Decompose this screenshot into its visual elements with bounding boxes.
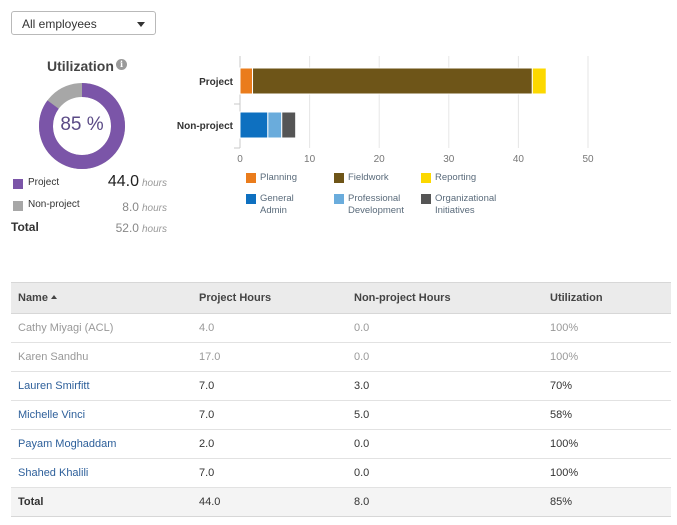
category-label: Project bbox=[199, 77, 234, 88]
cell-total-utilization: 85% bbox=[543, 487, 671, 517]
sort-ascending-icon bbox=[50, 295, 57, 299]
x-tick-label: 50 bbox=[582, 154, 594, 165]
legend-swatch bbox=[334, 194, 344, 204]
cell-total-label: Total bbox=[11, 487, 192, 517]
bar-segment bbox=[281, 111, 297, 139]
bar-segment bbox=[267, 111, 283, 139]
cell-total-nonproject: 8.0 bbox=[347, 487, 543, 517]
x-tick-label: 10 bbox=[304, 154, 316, 165]
cell-nonproject-hours: 3.0 bbox=[347, 371, 543, 401]
x-tick-label: 0 bbox=[237, 154, 243, 165]
legend-project-value: 44.0 hours bbox=[107, 173, 167, 190]
donut-project-arc bbox=[39, 83, 125, 169]
cell-project-hours: 2.0 bbox=[192, 429, 347, 459]
employee-link[interactable]: Shahed Khalili bbox=[18, 467, 89, 479]
info-icon[interactable]: i bbox=[116, 59, 127, 70]
employee-link[interactable]: Lauren Smirfitt bbox=[18, 380, 90, 392]
legend-total: Total 52.0 hours bbox=[11, 219, 167, 237]
cell-name: Cathy Miyagi (ACL) bbox=[11, 313, 192, 343]
hours-breakdown-chart: 0 10 20 30 40 50 Project Non-project bbox=[177, 56, 594, 165]
cell-name: Payam Moghaddam bbox=[11, 429, 192, 459]
legend-label: Fieldwork bbox=[348, 172, 389, 183]
cell-project-hours: 7.0 bbox=[192, 400, 347, 430]
table-row: Cathy Miyagi (ACL) 4.0 0.0 100% bbox=[11, 313, 671, 343]
table-header-row: Name Project Hours Non-project Hours Uti… bbox=[11, 282, 671, 314]
legend-label: Organizational Initiatives bbox=[435, 193, 497, 216]
legend-label: Planning bbox=[260, 172, 297, 183]
cell-utilization: 58% bbox=[543, 400, 671, 430]
legend-swatch bbox=[421, 194, 431, 204]
project-swatch bbox=[13, 179, 23, 189]
legend-label: Reporting bbox=[435, 172, 477, 183]
column-header-utilization[interactable]: Utilization bbox=[543, 282, 671, 314]
column-header-name[interactable]: Name bbox=[11, 282, 192, 314]
employee-utilization-table: Name Project Hours Non-project Hours Uti… bbox=[11, 282, 671, 517]
legend-project-label: Project bbox=[28, 177, 60, 188]
legend-nonproject-label: Non-project bbox=[28, 199, 80, 210]
table-total-row: Total 44.0 8.0 85% bbox=[11, 487, 671, 517]
nonproject-swatch bbox=[13, 201, 23, 211]
cell-utilization: 100% bbox=[543, 458, 671, 488]
cell-nonproject-hours: 0.0 bbox=[347, 313, 543, 343]
employee-filter-dropdown[interactable]: All employees bbox=[11, 11, 156, 35]
legend-total-value: 52.0 hours bbox=[115, 221, 167, 235]
cell-name: Shahed Khalili bbox=[11, 458, 192, 488]
cell-project-hours: 17.0 bbox=[192, 342, 347, 372]
employee-link[interactable]: Michelle Vinci bbox=[18, 409, 86, 421]
column-header-nonproject-hours[interactable]: Non-project Hours bbox=[347, 282, 543, 314]
category-label: Non-project bbox=[177, 121, 234, 132]
cell-nonproject-hours: 0.0 bbox=[347, 458, 543, 488]
employee-filter-value: All employees bbox=[22, 17, 97, 31]
cell-name: Karen Sandhu bbox=[11, 342, 192, 372]
cell-nonproject-hours: 0.0 bbox=[347, 342, 543, 372]
legend-nonproject-value: 8.0 hours bbox=[122, 200, 167, 214]
legend-project: Project 44.0 hours bbox=[11, 173, 167, 194]
x-tick-label: 30 bbox=[443, 154, 455, 165]
cell-utilization: 100% bbox=[543, 342, 671, 372]
x-tick-label: 40 bbox=[513, 154, 525, 165]
x-tick-label: 20 bbox=[374, 154, 386, 165]
employee-link[interactable]: Payam Moghaddam bbox=[18, 438, 117, 450]
cell-name: Lauren Smirfitt bbox=[11, 371, 192, 401]
utilization-title: Utilization bbox=[47, 58, 114, 74]
column-header-project-hours[interactable]: Project Hours bbox=[192, 282, 347, 314]
cell-nonproject-hours: 0.0 bbox=[347, 429, 543, 459]
table-row: Michelle Vinci 7.0 5.0 58% bbox=[11, 400, 671, 430]
cell-nonproject-hours: 5.0 bbox=[347, 400, 543, 430]
utilization-donut bbox=[39, 83, 125, 169]
table-row: Shahed Khalili 7.0 0.0 100% bbox=[11, 458, 671, 488]
legend-swatch bbox=[421, 173, 431, 183]
legend-total-label: Total bbox=[11, 220, 39, 234]
table-row: Karen Sandhu 17.0 0.0 100% bbox=[11, 342, 671, 372]
table-row: Payam Moghaddam 2.0 0.0 100% bbox=[11, 429, 671, 459]
legend-swatch bbox=[246, 194, 256, 204]
bar-segment bbox=[252, 67, 533, 95]
cell-project-hours: 7.0 bbox=[192, 371, 347, 401]
legend-label: Professional Development bbox=[348, 193, 404, 216]
cell-utilization: 100% bbox=[543, 429, 671, 459]
table-row: Lauren Smirfitt 7.0 3.0 70% bbox=[11, 371, 671, 401]
cell-total-project: 44.0 bbox=[192, 487, 347, 517]
cell-utilization: 100% bbox=[543, 313, 671, 343]
cell-project-hours: 7.0 bbox=[192, 458, 347, 488]
chevron-down-icon bbox=[137, 22, 145, 27]
bar-segment bbox=[239, 111, 269, 139]
bar-segment bbox=[531, 67, 547, 95]
legend-swatch bbox=[246, 173, 256, 183]
bar-segment bbox=[239, 67, 254, 95]
cell-utilization: 70% bbox=[543, 371, 671, 401]
legend-swatch bbox=[334, 173, 344, 183]
cell-project-hours: 4.0 bbox=[192, 313, 347, 343]
legend-nonproject: Non-project 8.0 hours bbox=[11, 198, 167, 216]
cell-name: Michelle Vinci bbox=[11, 400, 192, 430]
utilization-percent: 85 % bbox=[60, 114, 104, 135]
legend-label: General Admin bbox=[260, 193, 294, 216]
